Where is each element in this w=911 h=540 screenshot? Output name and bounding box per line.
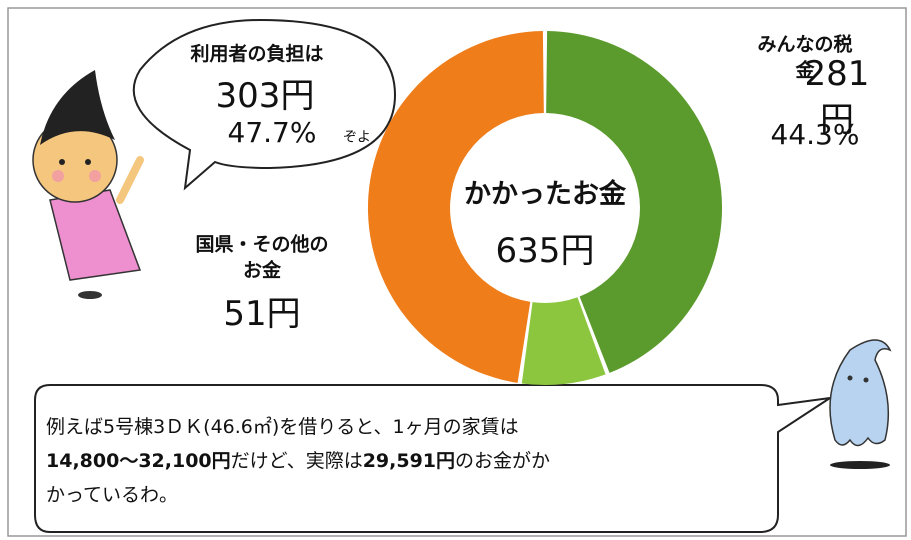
note-line: 例えば5号棟3ＤＫ(46.6㎡)を借りると、1ヶ月の家賃は xyxy=(46,410,550,444)
percent-label: 44.3% xyxy=(771,116,860,154)
category-label: 国県・その他の お金 xyxy=(195,232,328,283)
ghost xyxy=(830,340,890,469)
speech-suffix: ぞよ xyxy=(343,129,371,148)
note-text: だけど、実際は xyxy=(231,450,363,472)
center-title: かかったお金 xyxy=(464,177,626,213)
total-label: 635円 xyxy=(496,229,595,275)
note-text: 29,591円 xyxy=(363,450,455,472)
category-label: 利用者の負担は xyxy=(190,42,323,68)
note-text: 例えば5号棟3ＤＫ(46.6㎡)を借りると、1ヶ月の家賃は xyxy=(46,416,519,438)
note: 例えば5号棟3ＤＫ(46.6㎡)を借りると、1ヶ月の家賃は 14,800～32,1… xyxy=(46,410,550,512)
note-text: 14,800～32,100円 xyxy=(46,450,231,472)
note-line: 14,800～32,100円だけど、実際は29,591円のお金がか xyxy=(46,444,550,478)
character xyxy=(33,70,140,299)
note-text: かっているわ。 xyxy=(46,484,178,506)
note-line: かっているわ。 xyxy=(46,478,550,512)
note-text: のお金がか xyxy=(455,450,550,472)
percent-label: 47.7% xyxy=(228,114,317,152)
value-label: 51円 xyxy=(223,292,300,338)
value-label: 303円 xyxy=(216,74,315,120)
infographic: 例えば5号棟3ＤＫ(46.6㎡)を借りると、1ヶ月の家賃は 14,800～32,1… xyxy=(0,0,911,540)
